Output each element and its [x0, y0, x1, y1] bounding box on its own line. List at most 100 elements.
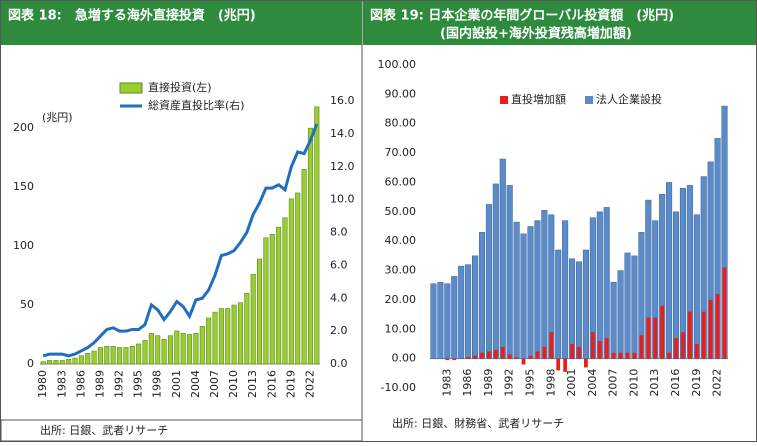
- bar: [40, 361, 46, 365]
- y-tick-label: 6.0: [330, 258, 348, 271]
- bar: [555, 249, 562, 359]
- x-tick-label: 1983: [440, 369, 453, 397]
- bar: [535, 351, 540, 359]
- bar: [493, 349, 498, 359]
- x-tick-label: 1998: [544, 369, 557, 397]
- y-tick-label: 200: [13, 121, 34, 134]
- bar: [212, 311, 218, 365]
- bar: [646, 317, 651, 359]
- y-tick-label: 16.0: [330, 94, 355, 107]
- bar: [715, 294, 720, 359]
- bar: [674, 338, 678, 359]
- bar: [694, 343, 699, 359]
- y-tick-label: 100.00: [378, 58, 417, 71]
- bar: [513, 221, 520, 359]
- bar: [631, 255, 638, 359]
- bar: [603, 207, 610, 359]
- y-axis-label: (兆円): [42, 111, 73, 124]
- bar: [563, 358, 568, 372]
- bar: [570, 343, 574, 359]
- x-tick-label: 2016: [669, 369, 682, 397]
- bar: [472, 255, 479, 359]
- bar: [225, 308, 231, 365]
- bar: [478, 232, 485, 359]
- y-tick-label: 30.00: [385, 264, 417, 277]
- bar: [231, 304, 237, 365]
- bar: [582, 249, 589, 359]
- x-tick-label: 1989: [93, 370, 106, 398]
- bar: [577, 346, 581, 359]
- legend-swatch: [119, 82, 143, 94]
- bar: [430, 283, 437, 359]
- bar: [142, 340, 148, 365]
- bar: [473, 355, 477, 359]
- bar: [610, 282, 617, 359]
- y-tick-label: 0.0: [330, 357, 348, 370]
- legend-label: 直投増加額: [511, 92, 566, 106]
- bar: [667, 352, 671, 359]
- bar: [507, 354, 512, 359]
- header-right: [363, 1, 756, 45]
- x-tick-label: 2022: [303, 370, 316, 398]
- x-tick-label: 1992: [113, 370, 126, 398]
- x-tick-label: 1992: [503, 369, 516, 397]
- x-tick-label: 1986: [461, 369, 474, 397]
- bar: [660, 305, 665, 359]
- bar: [611, 352, 616, 359]
- x-tick-label: 2016: [265, 370, 278, 398]
- bar: [556, 358, 561, 371]
- bar: [506, 185, 513, 359]
- bar: [206, 317, 212, 365]
- x-tick-label: 2007: [607, 369, 620, 397]
- y-tick-label: 50: [20, 298, 34, 311]
- bar: [500, 346, 505, 359]
- bar: [534, 220, 541, 359]
- source: 出所: 日銀、武者リサーチ: [40, 423, 168, 437]
- bar: [263, 237, 269, 365]
- bar: [618, 352, 623, 359]
- bar: [708, 299, 713, 359]
- bar: [155, 335, 161, 365]
- bar: [632, 352, 637, 359]
- bar: [480, 352, 484, 359]
- bar: [295, 192, 301, 365]
- x-tick-label: 2004: [189, 370, 202, 398]
- bar: [193, 333, 199, 365]
- y-tick-label: 90.00: [385, 87, 417, 100]
- bar: [314, 106, 320, 365]
- bar: [97, 347, 103, 365]
- x-tick-label: 2001: [170, 370, 183, 398]
- y-tick-label: 80.00: [385, 117, 417, 130]
- bar: [541, 210, 548, 359]
- y-tick-label: 0.00: [392, 352, 417, 365]
- bar: [117, 347, 123, 365]
- bar: [575, 261, 583, 359]
- bar: [72, 357, 78, 365]
- y-tick-label: 70.00: [385, 146, 417, 159]
- legend-swatch: [500, 96, 508, 104]
- bar: [199, 325, 205, 365]
- bar: [301, 169, 307, 365]
- bar: [244, 292, 250, 365]
- bar: [617, 270, 624, 359]
- x-tick-label: 1989: [482, 369, 495, 397]
- bar: [237, 302, 243, 365]
- bar: [722, 267, 727, 359]
- x-tick-label: 2019: [284, 370, 297, 398]
- x-tick-label: 2013: [648, 369, 661, 397]
- bar: [148, 333, 154, 365]
- x-tick-label: 1995: [132, 370, 145, 398]
- bar: [584, 358, 588, 368]
- chart-title: 図表 18: 急増する海外直接投資 (兆円): [8, 8, 256, 24]
- x-tick-label: 1986: [74, 370, 87, 398]
- bar: [499, 158, 506, 359]
- bar: [282, 217, 288, 365]
- y-tick-label: 40.00: [385, 234, 417, 247]
- bar: [466, 357, 471, 359]
- bar: [451, 276, 458, 359]
- bar: [187, 334, 193, 365]
- y-tick-label: 4.0: [330, 291, 348, 304]
- y-tick-label: 10.00: [385, 322, 417, 335]
- bar: [66, 358, 72, 365]
